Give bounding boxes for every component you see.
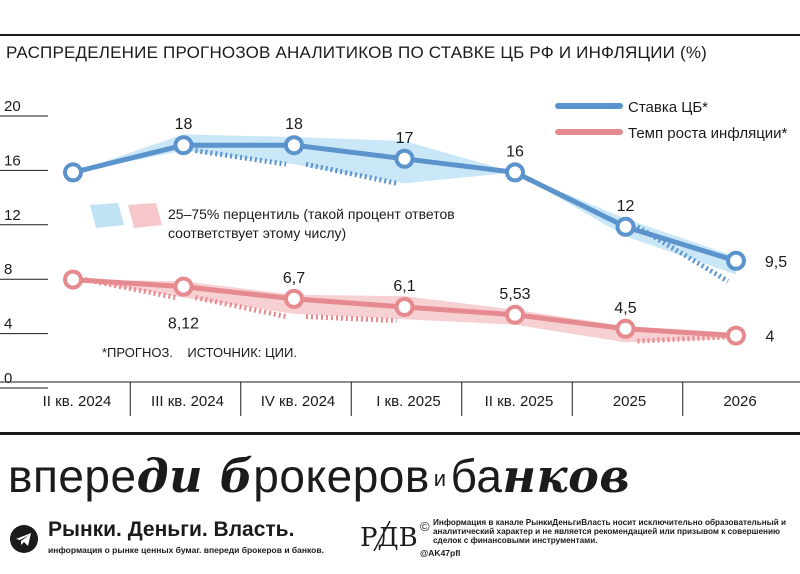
- point-rate: [615, 216, 636, 237]
- band-legend: 25–75% перцентиль (такой процент ответов…: [90, 203, 455, 241]
- data-label-inflation: 4: [766, 329, 775, 346]
- dotted-rate: [305, 161, 398, 186]
- point-rate: [284, 135, 304, 156]
- dotted-inflation: [305, 314, 397, 324]
- x-tick-label: II кв. 2025: [485, 393, 554, 410]
- band-legend-line1: 25–75% перцентиль (такой процент ответов: [168, 206, 455, 222]
- band-legend-blue-swatch: [90, 203, 124, 228]
- legend-rate-label: Ставка ЦБ*: [628, 99, 708, 116]
- data-label-inflation: 6,7: [283, 270, 305, 287]
- brand-name: Рынки. Деньги. Власть.: [48, 518, 295, 541]
- slogan-part: ба: [450, 450, 503, 502]
- footer: впереди брокеров ибанков Рынки. Деньги. В…: [0, 432, 800, 574]
- y-tick-label: 8: [4, 261, 12, 278]
- point-inflation: [284, 288, 304, 309]
- point-rate: [726, 250, 746, 271]
- y-axis: 0 4 8 12 16 20: [4, 98, 21, 387]
- slogan-italic: ди: [136, 449, 220, 503]
- data-label-rate: 12: [617, 198, 635, 215]
- y-tick-label: 16: [4, 152, 21, 169]
- chart: 0 4 8 12 16 20 18 18 17 16 12 9,5 8,12 6,7 6,1 5,53 4,5…: [0, 98, 800, 416]
- logo-text: РДВ: [360, 523, 418, 553]
- slogan: впереди брокеров ибанков: [8, 449, 630, 503]
- slogan-italic: нков: [502, 449, 631, 503]
- data-label-rate: 9,5: [765, 254, 787, 271]
- y-tick-label: 20: [4, 98, 21, 115]
- data-label-inflation: 5,53: [499, 286, 530, 303]
- point-rate: [505, 162, 525, 183]
- grid-lines: [0, 115, 48, 389]
- x-tick-label: III кв. 2024: [151, 393, 224, 410]
- dotted-inflation: [194, 295, 287, 320]
- x-tick-label: IV кв. 2024: [261, 393, 336, 410]
- x-tick-label: II кв. 2024: [43, 393, 112, 410]
- chart-title: РАСПРЕДЕЛЕНИЕ ПРОГНОЗОВ АНАЛИТИКОВ ПО СТ…: [6, 43, 708, 62]
- slogan-part: рокеров: [253, 450, 430, 502]
- dotted-inflation: [637, 334, 729, 344]
- disclaimer: Информация в канале РынкиДеньгиВласть но…: [433, 518, 787, 546]
- brand-tagline: информация о рынке ценных бумаг. впереди…: [48, 545, 324, 555]
- x-axis: II кв. 2024 III кв. 2024 IV кв. 2024 I кв. …: [0, 381, 800, 416]
- point-inflation: [615, 318, 636, 339]
- x-tick-label: 2026: [723, 393, 756, 410]
- slogan-italic: б: [219, 449, 254, 503]
- legend: Ставка ЦБ* Темп роста инфляции*: [555, 99, 788, 142]
- dotted-rate: [195, 148, 287, 167]
- top-rule: [0, 0, 800, 36]
- point-inflation: [505, 304, 525, 325]
- data-label-inflation: 6,1: [393, 278, 415, 295]
- band-legend-line2: соответствует этому числу): [168, 225, 346, 241]
- x-tick-label: I кв. 2025: [376, 393, 441, 410]
- chart-note: *ПРОГНОЗ. ИСТОЧНИК: ЦИИ.: [102, 345, 297, 360]
- y-tick-label: 4: [4, 316, 12, 333]
- legend-inflation-label: Темп роста инфляции*: [628, 125, 788, 142]
- data-label-rate: 18: [285, 116, 303, 133]
- point-rate: [63, 162, 83, 183]
- x-tick-label: 2025: [613, 393, 646, 410]
- y-tick-label: 0: [4, 370, 12, 387]
- telegram-icon[interactable]: [10, 525, 38, 553]
- point-inflation: [726, 325, 746, 346]
- author-handle[interactable]: @AK47pfl: [420, 548, 461, 558]
- data-label-inflation: 4,5: [614, 300, 636, 317]
- point-rate: [394, 148, 415, 169]
- series-markers: [63, 135, 746, 346]
- data-label-inflation: 8,12: [168, 316, 199, 333]
- data-labels: 18 18 17 16 12 9,5 8,12 6,7 6,1 5,53 4,5 4: [168, 116, 787, 345]
- point-inflation: [394, 297, 415, 318]
- rdv-logo: РДВ: [360, 520, 418, 553]
- band-legend-red-swatch: [128, 203, 162, 228]
- data-label-rate: 17: [396, 130, 414, 147]
- point-inflation: [173, 276, 194, 297]
- point-inflation: [63, 269, 83, 290]
- slogan-small: и: [433, 466, 447, 491]
- copyright-mark: ©: [420, 519, 430, 534]
- point-rate: [173, 135, 194, 156]
- data-label-rate: 16: [506, 143, 524, 160]
- y-tick-label: 12: [4, 207, 21, 224]
- slogan-part: впере: [8, 450, 137, 502]
- data-label-rate: 18: [175, 116, 193, 133]
